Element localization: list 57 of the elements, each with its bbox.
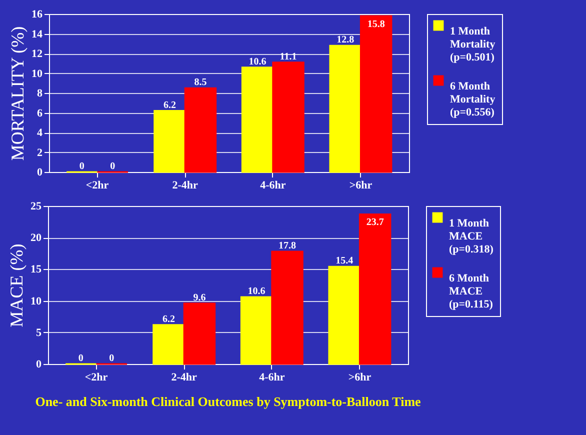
data-label: 9.6: [193, 292, 206, 304]
legend-label: 1 Month Mortality (p=0.501): [450, 26, 496, 64]
y-tick-label: 0: [36, 358, 42, 370]
y-tick-label: 2: [37, 146, 43, 159]
x-tick-label: <2hr: [86, 180, 109, 192]
y-tick-label: 6: [37, 107, 43, 120]
x-tick-label: 2-4hr: [172, 180, 198, 192]
legend-label: 1 Month MACE (p=0.318): [449, 218, 494, 256]
y-tick-label: 12: [32, 48, 43, 60]
y-tick-label: 10: [30, 295, 42, 308]
x-tick-label: >6hr: [348, 372, 372, 384]
bar: [240, 296, 273, 365]
y-tick-label: 5: [36, 326, 42, 339]
y-tick-label: 25: [30, 200, 42, 212]
data-label: 17.8: [278, 240, 296, 252]
data-label: 0: [79, 161, 84, 172]
bar: [358, 213, 392, 365]
bar: [271, 250, 304, 365]
bar: [329, 44, 362, 173]
y-tick-label: 14: [32, 28, 43, 40]
y-tick-label: 15: [30, 264, 42, 276]
x-tick-label: >6hr: [349, 180, 372, 192]
y-tick-label: 20: [30, 232, 42, 244]
bar: [360, 15, 392, 173]
bar: [241, 66, 274, 173]
data-label: 10.6: [248, 56, 266, 68]
x-tick-label: 2-4hr: [171, 372, 198, 384]
bar: [183, 302, 216, 365]
data-label: 15.8: [367, 18, 385, 30]
data-label: 0: [78, 353, 84, 364]
y-tick-label: 4: [37, 127, 43, 139]
legend-label: 6 Month MACE (p=0.115): [449, 272, 494, 310]
y-tick-label: 16: [32, 8, 43, 20]
data-label: 0: [110, 161, 116, 172]
data-label: 8.5: [194, 77, 207, 88]
data-label: 10.6: [248, 286, 266, 298]
data-label: 23.7: [366, 217, 384, 228]
bar: [184, 87, 217, 173]
y-tick-label: 0: [37, 166, 43, 178]
bar: [152, 324, 185, 365]
x-tick-label: 4-6hr: [259, 372, 285, 384]
bar: [272, 62, 304, 173]
data-label: 0: [109, 353, 114, 364]
bar: [328, 266, 360, 365]
y-axis-title: MACE (%): [6, 244, 26, 328]
legend-label: 6 Month Mortality (p=0.556): [450, 80, 496, 118]
y-tick-label: 10: [32, 68, 43, 80]
text: One- and Six-month Clinical Outcomes by Symptom-to-Balloon Time: [35, 394, 422, 409]
data-label: 15.4: [336, 256, 354, 267]
x-tick-label: 4-6hr: [260, 180, 286, 192]
x-tick-label: <2hr: [84, 372, 108, 384]
data-label: 6.2: [162, 314, 175, 325]
y-tick-label: 8: [37, 88, 43, 100]
y-axis-title: MORTALITY (%): [8, 26, 28, 161]
data-label: 12.8: [336, 34, 354, 46]
bar: [154, 110, 186, 173]
data-label: 6.2: [163, 100, 176, 111]
